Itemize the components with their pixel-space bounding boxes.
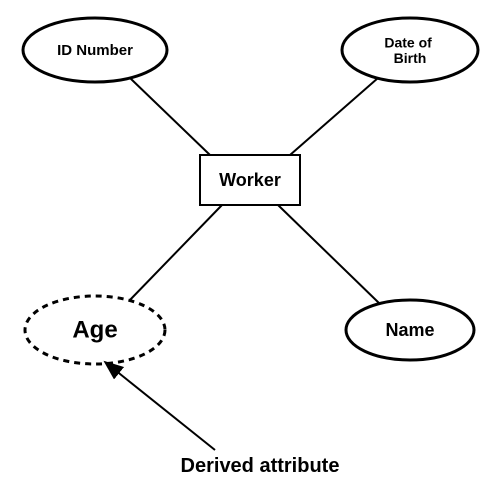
attr-label-age: Age: [72, 316, 117, 343]
attr-id-number: ID Number: [23, 18, 167, 82]
edge-age: [128, 205, 222, 302]
attr-dob: Date of Birth: [342, 18, 478, 82]
dob-line2: Birth: [394, 50, 427, 66]
attr-age: Age: [25, 296, 165, 364]
annotation-arrow: [105, 362, 215, 450]
annotation-derived: Derived attribute: [105, 362, 339, 477]
entity-label: Worker: [219, 170, 281, 190]
er-diagram: Worker ID Number Date of Birth Age Name …: [0, 0, 500, 500]
edge-name: [278, 205, 380, 304]
attr-label-id-number: ID Number: [57, 42, 133, 59]
entity-worker: Worker: [200, 155, 300, 205]
dob-line1: Date of: [384, 34, 432, 50]
attr-name: Name: [346, 300, 474, 360]
attr-label-name: Name: [385, 320, 434, 340]
edge-id-number: [130, 78, 210, 155]
edge-dob: [290, 78, 378, 155]
annotation-label: Derived attribute: [181, 455, 340, 477]
